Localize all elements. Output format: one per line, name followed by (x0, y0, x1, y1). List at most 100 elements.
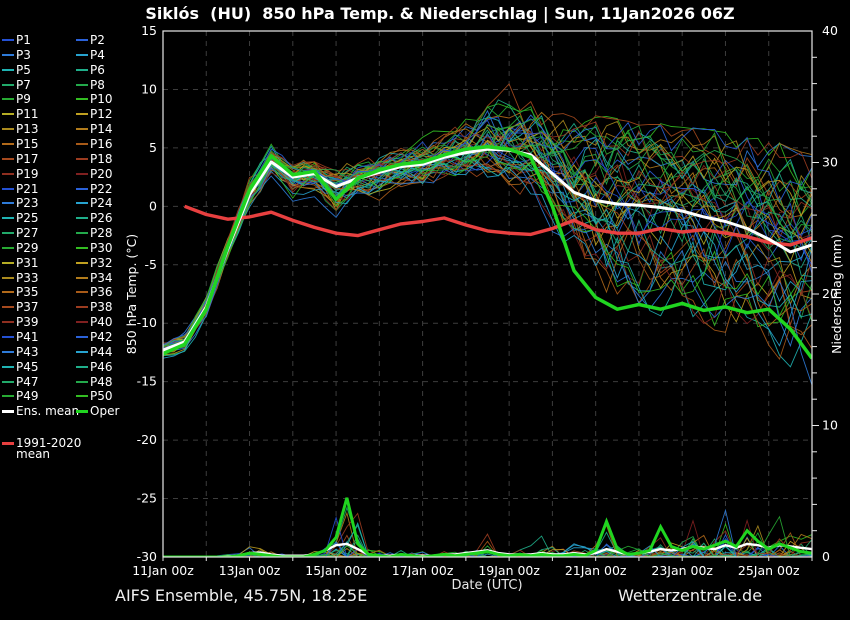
legend-item-member: P21 (2, 182, 39, 196)
legend-item-member: P6 (76, 63, 105, 77)
legend-label: P31 (16, 255, 39, 270)
member-temp-line (163, 126, 812, 354)
legend-label: P29 (16, 240, 39, 255)
legend-item-member: P17 (2, 152, 39, 166)
legend-item-member: P16 (76, 137, 113, 151)
y-left-tick-label: -30 (137, 549, 157, 564)
legend-label: P32 (90, 255, 113, 270)
legend-swatch (2, 246, 14, 249)
member-precip-line (163, 539, 812, 557)
legend-item-member: P33 (2, 271, 39, 285)
legend-swatch (2, 365, 14, 368)
legend-label: P22 (90, 181, 113, 196)
x-axis-title: Date (UTC) (451, 578, 523, 593)
member-precip-line (163, 541, 812, 557)
legend-swatch (2, 128, 14, 131)
legend-label: P39 (16, 315, 39, 330)
legend-label: P21 (16, 181, 39, 196)
legend-swatch (2, 68, 14, 71)
legend-label: P7 (16, 77, 31, 92)
legend-swatch (2, 336, 14, 338)
legend-label: P11 (16, 107, 39, 122)
legend-swatch (76, 380, 88, 383)
legend-item-member: P46 (76, 360, 113, 374)
legend-label: P17 (16, 151, 39, 166)
legend-item-member: P4 (76, 48, 105, 62)
legend-swatch (2, 113, 14, 116)
legend-label: P42 (90, 330, 113, 344)
legend-label: Ens. mean (16, 404, 80, 419)
x-tick-label: 25Jan 00z (738, 563, 800, 578)
legend-item-member: P23 (2, 196, 39, 210)
legend-item-member: P45 (2, 360, 39, 374)
y-left-axis-title: 850 hPa Temp. (°C) (124, 234, 139, 354)
legend-swatch (76, 246, 88, 249)
legend-item-member: P49 (2, 389, 39, 403)
legend-swatch (76, 291, 88, 294)
legend-item-member: P37 (2, 300, 39, 314)
legend-swatch (76, 409, 88, 413)
legend-item-member: P31 (2, 256, 39, 270)
member-precip-line (163, 534, 812, 557)
legend-item-member: P26 (76, 211, 113, 225)
legend-label: P48 (90, 374, 113, 389)
axes: 15 10 5 0 -5 -10 -15 -20 -25 -30 0 10 20 30 40 11Jan 00… (124, 23, 844, 578)
legend-item-member: P8 (76, 78, 105, 92)
legend-item-member: P38 (76, 300, 113, 314)
legend-item-member: P19 (2, 167, 39, 181)
legend-swatch (2, 217, 14, 220)
legend-label: P36 (90, 285, 113, 300)
legend-label: P40 (90, 315, 113, 330)
legend-label: P16 (90, 136, 113, 151)
legend-item-member: P35 (2, 285, 39, 299)
legend-item-member: P32 (76, 256, 113, 270)
legend-swatch (76, 187, 88, 190)
y-left-tick-label: 10 (141, 81, 157, 96)
legend-swatch (76, 83, 88, 86)
y-left-tick-label: 5 (149, 140, 157, 155)
legend-swatch (2, 441, 14, 445)
legend-label: P28 (90, 226, 113, 241)
y-left-tick-label: 0 (149, 198, 157, 213)
legend-item-member: P28 (76, 226, 113, 240)
x-tick-label: 15Jan 00z (305, 563, 367, 578)
legend-swatch (76, 68, 88, 71)
chart-title: Siklós (HU) 850 hPa Temp. & Niederschlag… (145, 4, 735, 23)
y-left-tick-label: -5 (145, 257, 157, 272)
legend-item-climate-mean: 1991-2020 (2, 436, 81, 450)
legend-swatch (76, 276, 88, 279)
legend-item-oper: Oper (76, 404, 119, 418)
legend-item-member: P30 (76, 241, 113, 255)
legend-item-member: P11 (2, 107, 39, 121)
member-precip-line (163, 508, 812, 557)
member-temp-line (163, 129, 812, 354)
y-right-tick-label: 10 (822, 418, 838, 433)
legend-item-member: P5 (2, 63, 31, 77)
legend-swatch (2, 409, 14, 413)
legend-item-member: P20 (76, 167, 113, 181)
legend-label: 1991-2020 (16, 436, 82, 450)
member-precip-line (163, 547, 812, 557)
x-tick-label: 11Jan 00z (132, 563, 194, 578)
legend-label: P50 (90, 389, 113, 404)
legend-item-member: P27 (2, 226, 39, 240)
legend-swatch (2, 202, 14, 205)
x-tick-label: 23Jan 00z (651, 563, 713, 578)
member-temp-line (163, 121, 812, 346)
legend-item-ens-mean: Ens. mean (2, 404, 79, 418)
legend-swatch (2, 276, 14, 279)
legend-item-member: P3 (2, 48, 31, 62)
y-left-tick-label: 15 (141, 23, 157, 38)
ens-mean-line (163, 147, 812, 352)
legend-swatch (76, 157, 88, 160)
legend-swatch (2, 172, 14, 175)
legend-item-member: P40 (76, 315, 113, 329)
legend-item-member: P48 (76, 375, 113, 389)
legend-label: P38 (90, 300, 113, 315)
legend-swatch (2, 142, 14, 145)
legend-item-member: P24 (76, 196, 113, 210)
legend-item-member: P25 (2, 211, 39, 225)
x-tick-label: 19Jan 00z (478, 563, 540, 578)
